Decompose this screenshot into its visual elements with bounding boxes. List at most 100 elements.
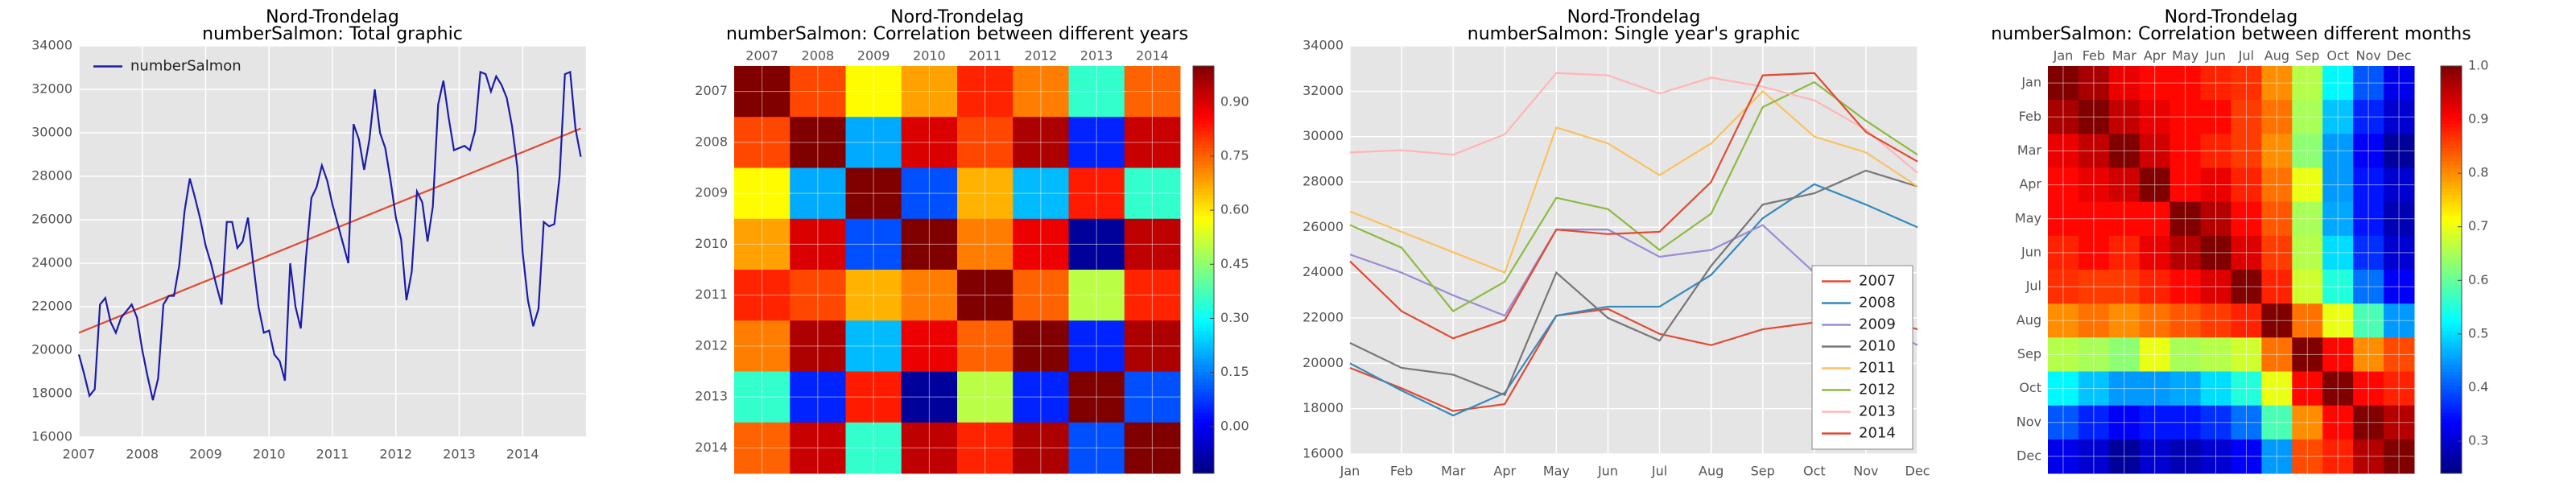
y-tick-label: 2007 [695,83,728,98]
colorbar-strip [2441,195,2462,199]
colorbar-strip [1193,415,1214,420]
colorbar-strip [1193,249,1214,254]
x-tick-label: 2010 [913,48,946,64]
colorbar-strip [1193,446,1214,450]
colorbar-strip [1193,96,1214,101]
colorbar-strip [1193,425,1214,430]
colorbar-strip [1193,184,1214,189]
colorbar-strip [1193,83,1214,87]
colorbar-strip [1193,171,1214,175]
colorbar-tick-label: 1.0 [2468,58,2488,73]
legend-text: 2008 [1859,295,1896,312]
colorbar-strip [2441,398,2462,402]
colorbar-strip [2441,296,2462,301]
colorbar-strip [2441,164,2462,168]
y-tick-label: 2010 [695,236,728,251]
colorbar-strip [2441,466,2462,471]
colorbar-strip [2441,432,2462,437]
legend-text: 2014 [1859,425,1896,442]
x-tick-label: 2011 [968,48,1001,64]
x-tick-label: 2012 [1025,48,1058,64]
series-line [1349,183,1918,417]
colorbar-strip [1193,283,1214,287]
colorbar-strip [2441,114,2462,118]
y-tick-label: 32000 [1302,83,1344,98]
colorbar-strip [1193,456,1214,460]
colorbar-strip [2441,266,2462,270]
colorbar-strip [1193,460,1214,464]
colorbar-strip [1193,344,1214,349]
colorbar-strip [2441,242,2462,246]
colorbar-strip [2441,439,2462,444]
colorbar-strip [1193,402,1214,407]
colorbar-strip [1193,443,1214,447]
colorbar-strip [1193,279,1214,284]
x-tick-label: Mar [2112,48,2137,64]
y-tick-label: 2014 [695,440,728,455]
colorbar-strip [2441,232,2462,237]
colorbar-strip [2441,293,2462,298]
x-tick-label: Sep [2295,48,2319,64]
series-line [1349,89,1918,275]
colorbar-strip [1193,66,1214,70]
x-tick-label: Aug [1699,464,1724,479]
colorbar-strip [2441,72,2462,77]
colorbar-strip [1193,307,1214,312]
colorbar: 0.00 0.15 0.30 0.45 0.60 0.75 0.90 [1192,65,1249,474]
colorbar-strip [1193,221,1214,226]
colorbar-strip [2441,310,2462,315]
chart-title: Nord-Trondelag [1567,7,1701,27]
x-tick-label: Feb [2083,48,2105,64]
colorbar-strip [2441,235,2462,240]
y-tick-label: 2011 [695,287,728,302]
colorbar-strip [1193,86,1214,91]
colorbar-strip [1193,212,1214,217]
x-tick-label: 2007 [63,447,96,462]
colorbar-strip [2441,290,2462,295]
x-tick-label: Apr [1493,464,1516,479]
colorbar-strip [2441,368,2462,372]
colorbar-strip [1193,232,1214,237]
y-tick-label: 30000 [31,125,72,140]
colorbar-strip [1193,408,1214,413]
colorbar-strip [2441,184,2462,189]
colorbar-strip [2441,361,2462,365]
x-tick-label: Mar [1441,464,1466,479]
colorbar-strip [1193,398,1214,402]
colorbar-tick-label: 0.45 [1220,256,1249,271]
colorbar-strip [2441,449,2462,454]
colorbar-strip [2441,106,2462,111]
colorbar-strip [2441,395,2462,399]
colorbar-strip [2441,221,2462,226]
x-tick-label: 2013 [1080,48,1113,64]
colorbar-strip [1193,198,1214,203]
x-tick-label: Jun [2205,48,2226,64]
colorbar-strip [1193,365,1214,369]
colorbar-strip [1193,89,1214,94]
y-tick-label: Sep [2017,346,2041,361]
colorbar-strip [2441,249,2462,254]
y-tick-label: 2009 [695,185,728,200]
colorbar-strip [1193,120,1214,125]
colorbar-strip [1193,259,1214,264]
colorbar-strip [1193,347,1214,352]
colorbar-strip [2441,324,2462,328]
y-tick-label: 2008 [695,134,728,149]
colorbar-strip [2441,212,2462,217]
y-tick-label: 26000 [31,212,72,227]
colorbar-strip [2441,157,2462,162]
y-tick-label: Jul [2025,279,2041,294]
colorbar-strip [2441,425,2462,430]
colorbar-strip [2441,320,2462,324]
colorbar-strip [1193,72,1214,77]
colorbar-strip [2441,327,2462,332]
colorbar-strip [2441,117,2462,121]
colorbar-strip [2441,86,2462,91]
colorbar-strip [1193,161,1214,165]
x-tick-label: 2008 [126,447,159,462]
colorbar-strip [1193,143,1214,148]
colorbar-strip [2441,188,2462,192]
x-tick-label: Jan [2053,48,2074,64]
